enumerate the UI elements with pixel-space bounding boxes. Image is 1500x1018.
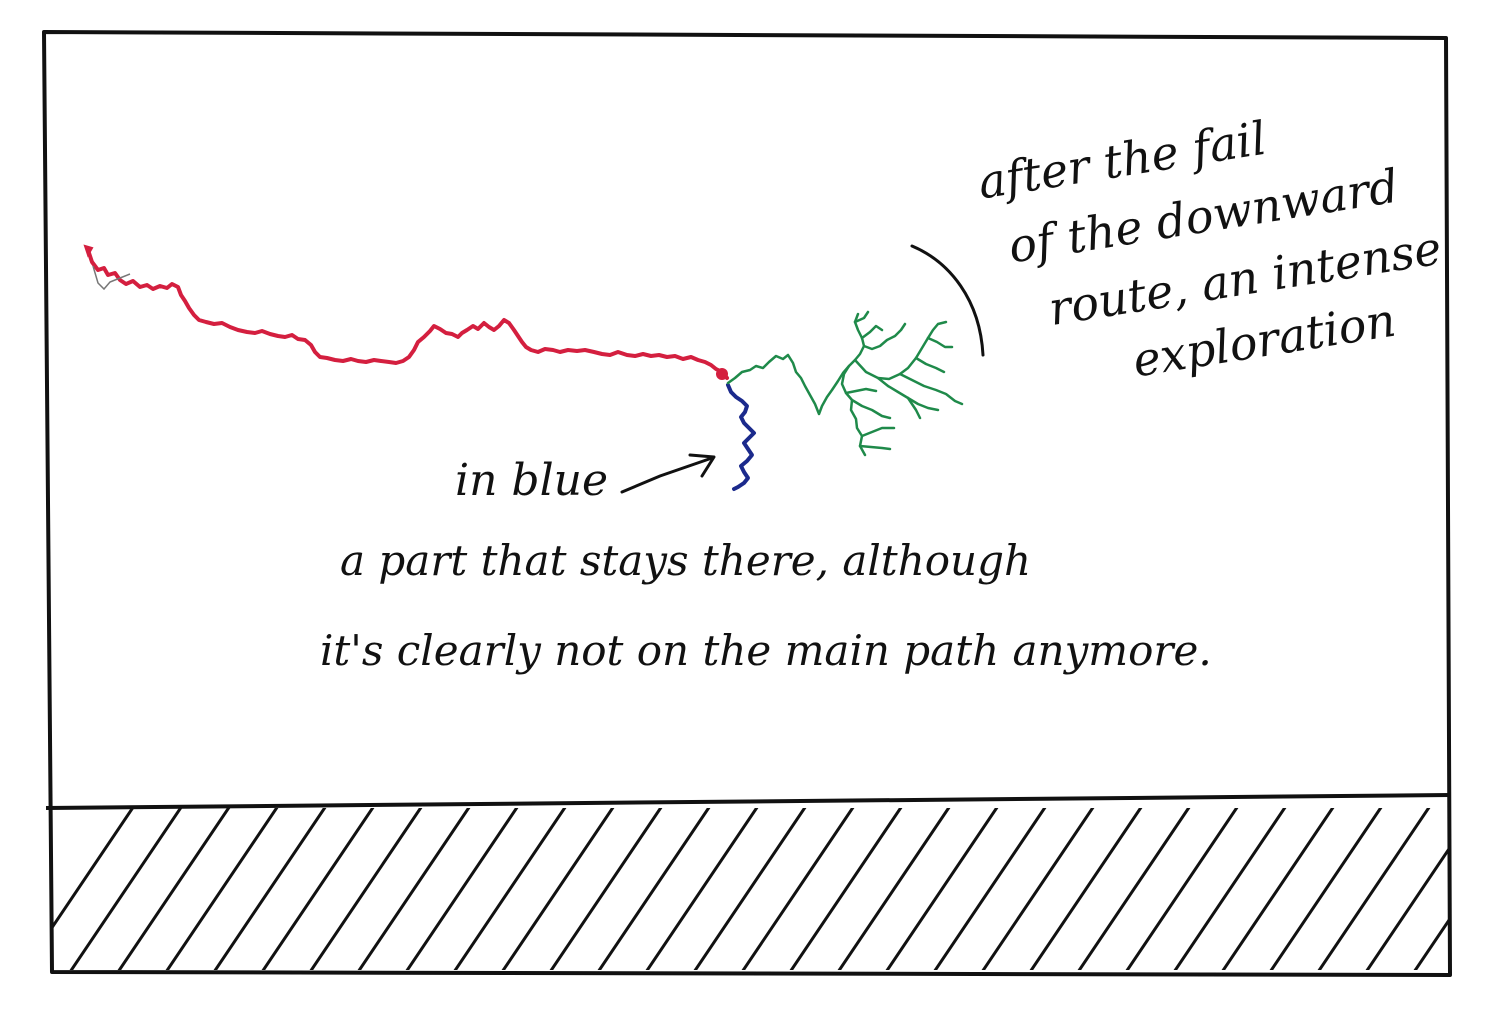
ground-hatch-line — [1077, 808, 1191, 970]
exploration-bracket — [910, 244, 985, 357]
exploration-green — [726, 310, 964, 457]
ground-hatch-line — [405, 808, 519, 970]
ground-hatch-line — [69, 808, 183, 970]
main-path-end-blob — [716, 368, 728, 380]
ground-hatch-line — [645, 808, 759, 970]
ground-hatch-line — [213, 808, 327, 970]
ground-hatch-line — [837, 808, 951, 970]
ground-hatch-line — [453, 808, 567, 970]
ground-hatch-line — [1029, 808, 1143, 970]
ground-line — [45, 793, 1451, 810]
ground-hatching — [52, 800, 1500, 975]
ground-hatch-line — [1125, 808, 1239, 970]
ground-hatch-line — [597, 808, 711, 970]
ground-hatch-line — [1365, 844, 1450, 970]
blue-note-line1: a part that stays there, although — [340, 536, 1031, 585]
ground-hatch-line — [789, 808, 903, 970]
main-path-red — [86, 248, 729, 380]
main-path-start-mark — [83, 244, 94, 258]
main-path-grey-trace — [92, 265, 131, 291]
ground-hatch-line — [693, 808, 807, 970]
blue-pointer-arrow — [620, 456, 714, 494]
ground-hatch-line — [1269, 808, 1383, 970]
blue-pointer-arrowhead — [688, 453, 716, 478]
ground-hatch-line — [933, 808, 1047, 970]
ground-hatch-line — [357, 808, 471, 970]
ground-hatch-line — [1317, 808, 1431, 970]
ground-hatch-line — [501, 808, 615, 970]
ground-hatch-line — [165, 808, 279, 970]
ground-hatch-line — [549, 808, 663, 970]
frame-border — [42, 30, 1452, 977]
ground-hatch-line — [1460, 800, 1500, 975]
ground-hatch-line — [1413, 915, 1450, 970]
ground-hatch-line — [1173, 808, 1287, 970]
ground-hatch-line — [309, 808, 423, 970]
ground-hatch-line — [981, 808, 1095, 970]
ground-hatch-line — [1221, 808, 1335, 970]
ground-hatch-line — [741, 808, 855, 970]
blue-branch — [726, 383, 756, 491]
ground-hatch-line — [261, 808, 375, 970]
blue-note-line2: it's clearly not on the main path anymor… — [320, 626, 1212, 675]
blue-label: in blue — [455, 455, 608, 506]
ground-hatch-line — [52, 808, 135, 931]
ground-hatch-line — [117, 808, 231, 970]
ground-hatch-line — [885, 808, 999, 970]
